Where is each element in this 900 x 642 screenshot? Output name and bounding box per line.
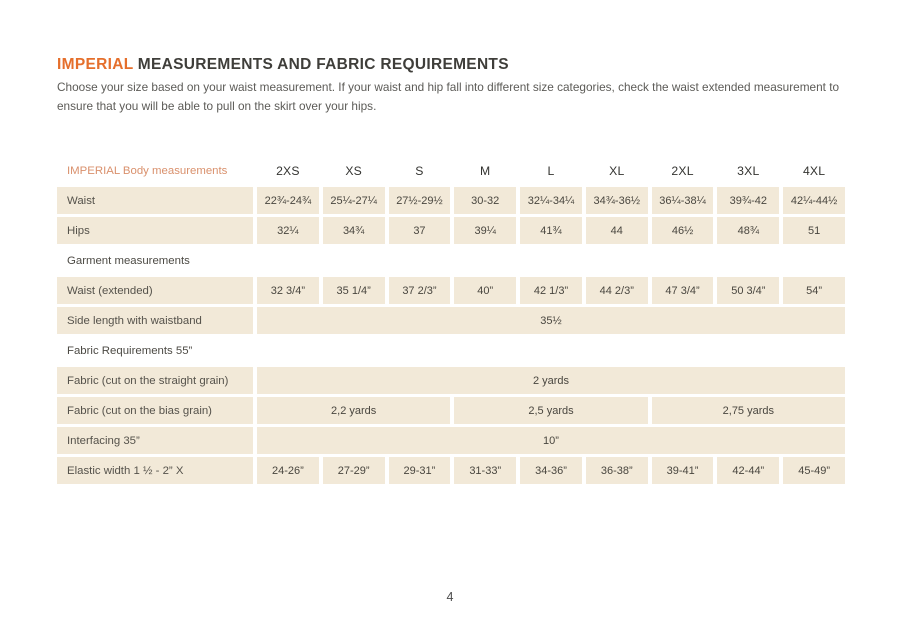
table-span-cell: 35½ [257, 307, 845, 334]
table-cell: 47 3/4” [651, 277, 714, 304]
table-cell: 40” [454, 277, 517, 304]
table-row: Elastic width 1 ½ - 2” X 24-26” 27-29” 29-3… [57, 457, 845, 484]
row-label: Waist [57, 187, 253, 214]
table-span-cell: 2,2 yards [257, 397, 451, 424]
table-cell: 36¼-38¼ [651, 187, 714, 214]
table-span-cell: 2,75 yards [651, 397, 845, 424]
size-chart-table: IMPERIAL Body measurements 2XS XS S M L XL 2XL 3… [57, 160, 845, 487]
row-label: Hips [57, 217, 253, 244]
page-title: IMPERIAL MEASUREMENTS AND FABRIC REQUIRE… [57, 56, 509, 74]
size-header-xs: XS [345, 164, 362, 178]
size-header-s: S [415, 164, 424, 178]
table-cell: 37 2/3” [388, 277, 451, 304]
row-label: Elastic width 1 ½ - 2” X [57, 457, 253, 484]
row-label: Side length with waistband [57, 307, 253, 334]
table-cell: 39¾-42 [717, 187, 780, 214]
table-cell: 25¼-27¼ [322, 187, 385, 214]
table-row: Fabric (cut on the straight grain) 2 yard… [57, 367, 845, 394]
table-cell: 46½ [651, 217, 714, 244]
table-cell: 30-32 [454, 187, 517, 214]
row-label: Waist (extended) [57, 277, 253, 304]
table-cell: 32¼-34¼ [520, 187, 582, 214]
table-cell: 42 1/3” [520, 277, 582, 304]
title-highlight: IMPERIAL [57, 56, 134, 73]
table-cell: 51 [783, 217, 845, 244]
title-rest: MEASUREMENTS AND FABRIC REQUIREMENTS [133, 56, 509, 73]
row-label: Interfacing 35” [57, 427, 253, 454]
table-cell: 50 3/4” [717, 277, 780, 304]
table-cell: 41¾ [520, 217, 582, 244]
table-cell: 44 2/3” [585, 277, 648, 304]
row-label: Fabric (cut on the straight grain) [57, 367, 253, 394]
table-cell: 24-26” [257, 457, 319, 484]
table-cell: 29-31” [388, 457, 451, 484]
table-cell: 22¾-24¾ [257, 187, 319, 214]
size-header-4xl: 4XL [802, 164, 826, 178]
table-cell: 34¾ [322, 217, 385, 244]
size-header-m: M [480, 164, 491, 178]
table-cell: 42-44” [717, 457, 780, 484]
table-cell: 32¼ [257, 217, 319, 244]
table-row: Waist 22¾-24¾ 25¼-27¼ 27½-29½ 30-32 32¼-34¼ 34… [57, 187, 845, 214]
size-header-2xl: 2XL [671, 164, 694, 178]
table-row: Interfacing 35” 10” [57, 427, 845, 454]
section-row: Fabric Requirements 55” [57, 337, 845, 364]
table-span-cell: 2 yards [257, 367, 845, 394]
table-cell: 39¼ [454, 217, 517, 244]
table-row: Waist (extended) 32 3/4” 35 1/4” 37 2/3” 40”… [57, 277, 845, 304]
table-cell: 37 [388, 217, 451, 244]
table-cell: 34-36” [520, 457, 582, 484]
table-cell: 35 1/4” [322, 277, 385, 304]
table-cell: 34¾-36½ [585, 187, 648, 214]
section-label: Fabric Requirements 55” [67, 344, 193, 357]
table-cell: 36-38” [585, 457, 648, 484]
intro-text: Choose your size based on your waist mea… [57, 80, 840, 114]
table-cell: 31-33” [454, 457, 517, 484]
size-header-xl: XL [609, 164, 625, 178]
size-header-l: L [547, 164, 555, 178]
table-row: Side length with waistband 35½ [57, 307, 845, 334]
table-cell: 27½-29½ [388, 187, 451, 214]
table-row: Fabric (cut on the bias grain) 2,2 yards 2… [57, 397, 845, 424]
table-cell: 32 3/4” [257, 277, 319, 304]
size-header-3xl: 3XL [737, 164, 760, 178]
table-cell: 42¼-44½ [783, 187, 845, 214]
section-row: Garment measurements [57, 247, 845, 274]
table-cell: 48¾ [717, 217, 780, 244]
table-header-row: IMPERIAL Body measurements 2XS XS S M L XL 2XL 3… [57, 160, 845, 182]
table-row: Hips 32¼ 34¾ 37 39¼ 41¾ 44 46½ 48¾ 51 [57, 217, 845, 244]
section-label: Garment measurements [67, 254, 190, 267]
table-cell: 27-29” [322, 457, 385, 484]
table-cell: 39-41” [651, 457, 714, 484]
table-span-cell: 10” [257, 427, 845, 454]
table-span-cell: 2,5 yards [454, 397, 648, 424]
size-header-2xs: 2XS [276, 164, 300, 178]
table-header-label: IMPERIAL Body measurements [67, 165, 228, 177]
table-cell: 45-49” [783, 457, 845, 484]
table-cell: 44 [585, 217, 648, 244]
row-label: Fabric (cut on the bias grain) [57, 397, 253, 424]
table-cell: 54” [783, 277, 845, 304]
page-number: 4 [446, 590, 454, 604]
